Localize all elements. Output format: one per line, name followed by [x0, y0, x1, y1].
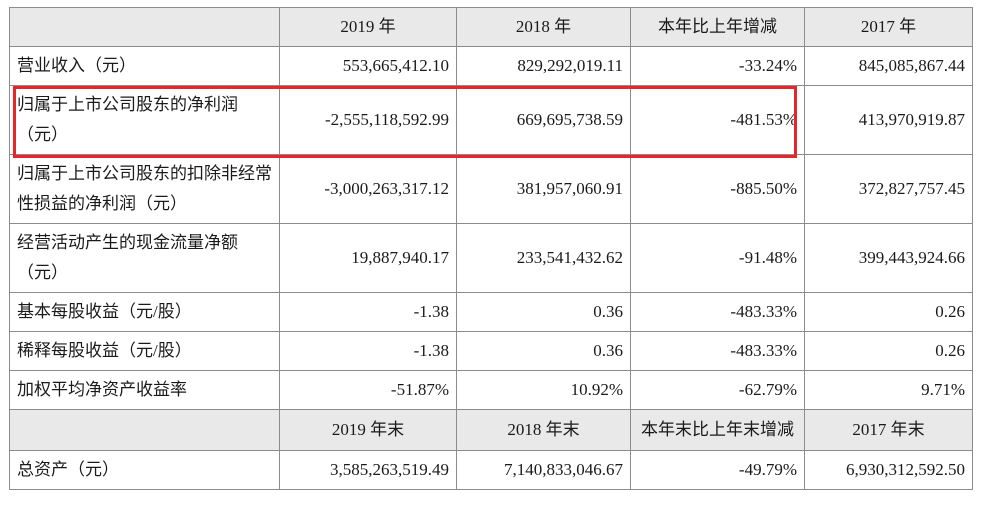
cell-change: -483.33% [630, 331, 805, 371]
cell-2018: 829,292,019.11 [456, 46, 631, 86]
table-row: 归属于上市公司股东的扣除非经常性损益的净利润（元） -3,000,263,317… [9, 154, 973, 224]
header-cell-label [9, 409, 280, 451]
table-row: 总资产（元） 3,585,263,519.49 7,140,833,046.67… [9, 450, 973, 490]
row-label: 总资产（元） [9, 450, 280, 490]
cell-2017: 413,970,919.87 [804, 85, 973, 155]
header-cell-2017: 2017 年 [804, 7, 973, 47]
cell-2017: 0.26 [804, 292, 973, 332]
cell-2018: 381,957,060.91 [456, 154, 631, 224]
row-label: 经营活动产生的现金流量净额（元） [9, 223, 280, 293]
cell-change: -62.79% [630, 370, 805, 410]
cell-2019: -1.38 [279, 331, 457, 371]
header-cell-2018: 2018 年 [456, 7, 631, 47]
cell-2018: 0.36 [456, 292, 631, 332]
key-financial-table: 2019 年 2018 年 本年比上年增减 2017 年 营业收入（元） 553… [9, 7, 973, 490]
header-cell-label [9, 7, 280, 47]
table-row: 稀释每股收益（元/股） -1.38 0.36 -483.33% 0.26 [9, 331, 973, 371]
cell-2018: 669,695,738.59 [456, 85, 631, 155]
cell-2017: 6,930,312,592.50 [804, 450, 973, 490]
cell-2019: -3,000,263,317.12 [279, 154, 457, 224]
table-row: 加权平均净资产收益率 -51.87% 10.92% -62.79% 9.71% [9, 370, 973, 410]
table-row: 经营活动产生的现金流量净额（元） 19,887,940.17 233,541,4… [9, 223, 973, 293]
cell-change: -49.79% [630, 450, 805, 490]
header-cell-2019: 2019 年 [279, 7, 457, 47]
header-cell-change-end: 本年末比上年末增减 [630, 409, 805, 451]
cell-2019: 3,585,263,519.49 [279, 450, 457, 490]
cell-2019: 553,665,412.10 [279, 46, 457, 86]
table-row: 营业收入（元） 553,665,412.10 829,292,019.11 -3… [9, 46, 973, 86]
cell-change: -481.53% [630, 85, 805, 155]
cell-change: -91.48% [630, 223, 805, 293]
header-cell-change: 本年比上年增减 [630, 7, 805, 47]
header-cell-2019-end: 2019 年末 [279, 409, 457, 451]
header-cell-2018-end: 2018 年末 [456, 409, 631, 451]
cell-2019: -1.38 [279, 292, 457, 332]
cell-2019: 19,887,940.17 [279, 223, 457, 293]
header-row-year-end: 2019 年末 2018 年末 本年末比上年末增减 2017 年末 [9, 409, 973, 451]
header-row: 2019 年 2018 年 本年比上年增减 2017 年 [9, 7, 973, 47]
cell-2017: 9.71% [804, 370, 973, 410]
cell-2017: 0.26 [804, 331, 973, 371]
cell-change: -483.33% [630, 292, 805, 332]
cell-2019: -2,555,118,592.99 [279, 85, 457, 155]
cell-2017: 399,443,924.66 [804, 223, 973, 293]
row-label: 稀释每股收益（元/股） [9, 331, 280, 371]
row-label: 基本每股收益（元/股） [9, 292, 280, 332]
table-row: 基本每股收益（元/股） -1.38 0.36 -483.33% 0.26 [9, 292, 973, 332]
cell-change: -885.50% [630, 154, 805, 224]
cell-2018: 7,140,833,046.67 [456, 450, 631, 490]
row-label: 归属于上市公司股东的扣除非经常性损益的净利润（元） [9, 154, 280, 224]
cell-2017: 372,827,757.45 [804, 154, 973, 224]
cell-2018: 233,541,432.62 [456, 223, 631, 293]
cell-2017: 845,085,867.44 [804, 46, 973, 86]
cell-2018: 10.92% [456, 370, 631, 410]
row-label: 营业收入（元） [9, 46, 280, 86]
financial-summary: 2019 年 2018 年 本年比上年增减 2017 年 营业收入（元） 553… [9, 7, 973, 490]
cell-change: -33.24% [630, 46, 805, 86]
cell-2019: -51.87% [279, 370, 457, 410]
table-row: 归属于上市公司股东的净利润（元） -2,555,118,592.99 669,6… [9, 85, 973, 155]
header-cell-2017-end: 2017 年末 [804, 409, 973, 451]
cell-2018: 0.36 [456, 331, 631, 371]
row-label: 归属于上市公司股东的净利润（元） [9, 85, 280, 155]
row-label: 加权平均净资产收益率 [9, 370, 280, 410]
